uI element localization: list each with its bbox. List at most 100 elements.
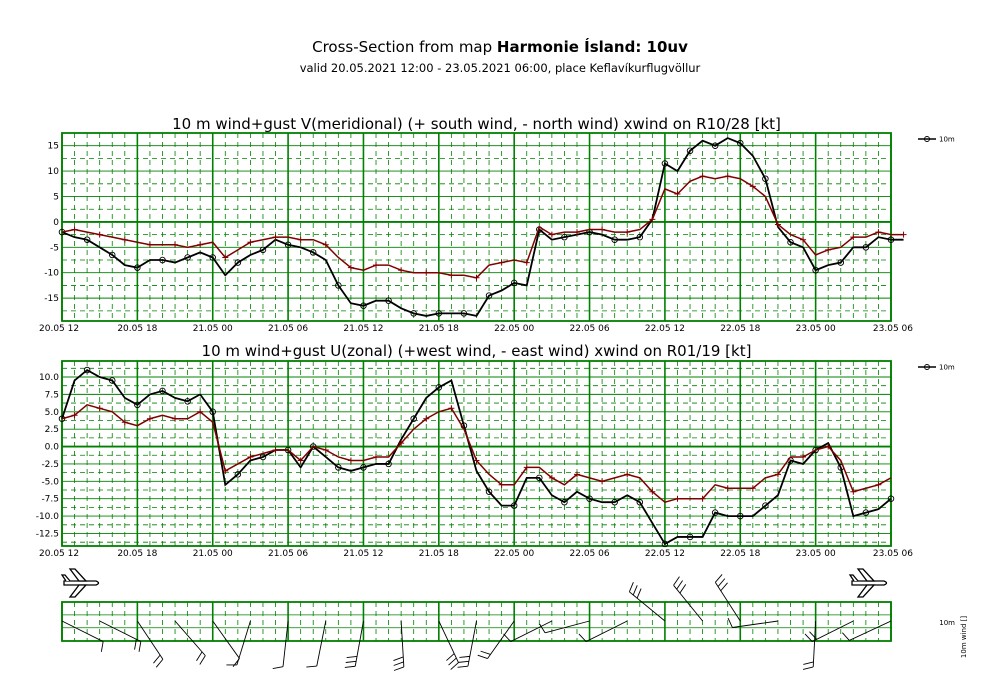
y-tick-label: 5 — [53, 193, 59, 203]
gust-point — [96, 405, 103, 412]
legend-label: 10m — [939, 364, 955, 372]
y-tick-label: -10.0 — [36, 512, 60, 522]
wind-point — [209, 254, 216, 261]
wind-point — [686, 147, 694, 155]
gust-point — [297, 457, 304, 464]
gust-point — [599, 478, 606, 485]
gust-point — [749, 183, 756, 190]
wind-point — [83, 366, 91, 374]
wind-barb — [673, 585, 703, 622]
wind-barb-feather — [803, 661, 814, 665]
wind-barb-feather — [503, 633, 512, 642]
wind-barb — [849, 620, 892, 641]
x-tick-label: 21.05 00 — [193, 324, 233, 334]
gust-point — [523, 464, 530, 471]
gust-point — [875, 229, 882, 236]
wind-point — [309, 249, 317, 256]
gust-point — [247, 239, 254, 246]
x-tick-label: 21.05 06 — [268, 549, 308, 559]
wind-barb-feather — [628, 581, 634, 592]
title-prefix: Cross-Section from map — [312, 38, 497, 56]
wind-barb-feather — [717, 578, 726, 587]
title-bold: Harmonie Ísland: 10uv — [496, 38, 688, 56]
barb-legend-label: 10m — [939, 619, 955, 627]
gust-point — [523, 259, 530, 266]
wind-barb — [400, 620, 405, 667]
wind-point — [134, 401, 141, 409]
gust-point — [398, 440, 405, 447]
wind-point — [611, 236, 618, 243]
y-tick-label: -10 — [44, 269, 59, 279]
gust-point — [548, 474, 555, 481]
wind-point — [485, 292, 493, 299]
x-tick-label: 22.05 18 — [720, 324, 760, 334]
wind-point — [510, 279, 518, 287]
page-subtitle: valid 20.05.2021 12:00 - 23.05.2021 06:0… — [299, 61, 701, 75]
wind-point — [385, 460, 392, 468]
wind-barb-feather — [446, 653, 455, 661]
wind-barb-feather — [393, 666, 404, 671]
wind-point — [360, 302, 367, 310]
gust-point — [573, 471, 580, 478]
y-tick-label: 5.0 — [45, 408, 60, 418]
wind-barb — [282, 620, 289, 667]
gust-point — [649, 216, 656, 223]
wind-point — [360, 464, 367, 471]
wind-barb-feather — [153, 654, 161, 664]
wind-barb — [732, 620, 779, 628]
wind-point — [711, 142, 719, 149]
wind-point — [485, 488, 493, 496]
wind-point — [737, 139, 744, 147]
wind-barb — [174, 620, 206, 656]
wind-barb-feather — [802, 666, 814, 670]
wind-barb-feather — [272, 666, 284, 670]
wind-point — [887, 495, 895, 502]
wind-barb-feather — [842, 632, 850, 641]
wind-point — [862, 244, 870, 251]
wind-point — [460, 310, 468, 317]
x-tick-label: 21.05 06 — [268, 324, 308, 334]
x-tick-label: 20.05 18 — [117, 324, 157, 334]
wind-barb-feather — [448, 657, 457, 666]
wind-point — [335, 282, 342, 289]
wind-barb-feather — [459, 655, 470, 658]
gust-point — [297, 236, 304, 243]
wind-barb — [99, 620, 142, 642]
wind-point — [787, 238, 794, 246]
gust-point — [573, 229, 580, 236]
wind-point — [837, 259, 845, 266]
wind-barb-feather — [679, 584, 687, 594]
wind-barb-feather — [346, 655, 358, 659]
gust-point — [749, 485, 756, 492]
series-line-10m — [61, 137, 904, 317]
x-tick-label: 22.05 18 — [720, 549, 760, 559]
gust-point — [774, 221, 781, 228]
wind-barb-feather — [673, 576, 680, 586]
plot-frame — [61, 360, 892, 547]
wind-barb-feather — [676, 580, 683, 590]
gust-point — [272, 447, 279, 454]
gust-point — [498, 481, 505, 488]
gust-point — [498, 259, 505, 266]
wind-point — [611, 498, 618, 506]
wind-point — [410, 310, 417, 317]
x-tick-label: 22.05 12 — [645, 324, 685, 334]
wind-point — [586, 495, 593, 502]
wind-barb — [354, 620, 364, 667]
gust-point — [624, 471, 631, 478]
y-tick-label: -12.5 — [36, 529, 59, 539]
wind-barb-feather — [578, 633, 587, 642]
wind-barb-feather — [809, 631, 817, 640]
wind-point — [435, 384, 443, 391]
wind-point — [661, 540, 669, 548]
wind-barb-panel: 10m 10m wind [] — [60, 568, 968, 671]
x-tick-label: 20.05 12 — [39, 324, 79, 334]
wind-point — [159, 387, 166, 395]
gust-point — [247, 453, 254, 460]
x-tick-label: 21.05 18 — [419, 549, 459, 559]
wind-barb-feather — [714, 574, 723, 583]
wind-barb — [585, 620, 628, 642]
wind-barb-feather — [458, 660, 469, 663]
wind-barb — [316, 620, 327, 667]
